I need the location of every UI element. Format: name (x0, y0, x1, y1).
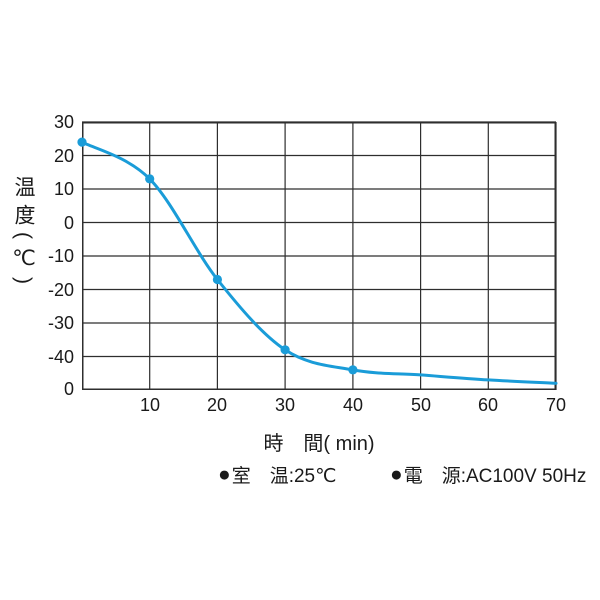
y-axis-tick-label: -10 (47, 246, 74, 266)
y-axis-title: 温度(℃) (12, 176, 35, 291)
note-power-source-label: 電 源:AC100V 50Hz (403, 466, 587, 487)
y-axis-tick-label: -20 (47, 280, 74, 300)
temperature-curve (80, 140, 558, 385)
x-axis-title: 時 間( min) (263, 433, 375, 455)
footnotes-row: ● 室 温:25℃ ● 電 源:AC100V 50Hz (0, 461, 600, 487)
data-point-marker (145, 174, 155, 184)
temperature-plot-area (77, 121, 558, 390)
y-axis-tick-label: -30 (47, 313, 74, 333)
bullet-icon: ● (218, 462, 231, 486)
y-axis-tick-label: 20 (53, 146, 74, 166)
y-axis-tick-label: -40 (47, 347, 74, 367)
x-axis-tick-label: 30 (274, 395, 296, 415)
bullet-icon: ● (390, 462, 403, 486)
x-axis-tick-label: 40 (342, 395, 364, 415)
x-axis-tick-label: 10 (139, 395, 161, 415)
data-point-marker (280, 345, 290, 355)
data-point-marker (348, 365, 358, 375)
x-axis-tick-label: 50 (410, 395, 432, 415)
origin-tick-label: 0 (63, 379, 74, 399)
x-axis-tick-label: 70 (545, 395, 567, 415)
note-room-temperature-label: 室 温:25℃ (231, 466, 337, 487)
x-axis-tick-label: 20 (206, 395, 228, 415)
y-axis-tick-label: 0 (63, 213, 74, 233)
y-axis-tick-label: 30 (53, 112, 74, 132)
data-point-marker (77, 137, 87, 147)
data-point-marker (212, 274, 222, 285)
y-axis-tick-label: 10 (53, 179, 74, 199)
note-room-temperature: ● 室 温:25℃ (218, 461, 336, 488)
plot-border (82, 122, 556, 390)
x-axis-tick-label: 60 (477, 395, 499, 415)
note-power-source: ● 電 源:AC100V 50Hz (390, 461, 586, 488)
